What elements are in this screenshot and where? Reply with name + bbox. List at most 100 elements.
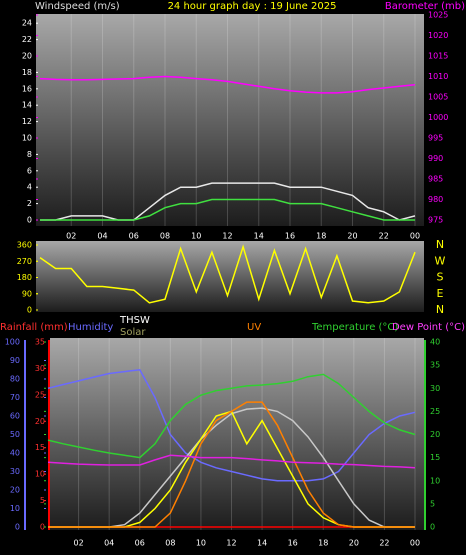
- y-tick-label: 270: [17, 257, 32, 266]
- plot-area: [36, 14, 424, 226]
- y-tick-label: 6: [27, 166, 32, 175]
- y-tick-label: 14: [22, 101, 32, 110]
- x-tick-label: 18: [316, 232, 326, 241]
- x-tick-label: 14: [257, 539, 267, 548]
- x-tick-label: 22: [379, 539, 389, 548]
- legend-label: Dew Point (°C): [392, 322, 465, 333]
- x-tick-label: 02: [66, 232, 76, 241]
- y-tick-label: 40: [10, 449, 20, 458]
- x-tick-label: 16: [285, 232, 295, 241]
- legend-label: Rainfall (mm): [0, 322, 68, 333]
- y-tick-label: 25: [430, 407, 440, 416]
- legend-label: Solar: [120, 327, 146, 338]
- y-tick-label: 0: [27, 216, 32, 225]
- x-tick-label: 00: [410, 539, 420, 548]
- x-tick-label: 16: [288, 539, 298, 548]
- y-tick-label: 12: [22, 117, 32, 126]
- y-tick-label: 50: [10, 430, 20, 439]
- x-tick-label: 14: [254, 232, 264, 241]
- plot-area: [36, 241, 424, 312]
- x-tick-label: 08: [160, 232, 170, 241]
- y-tick-label: 40: [430, 338, 440, 347]
- y-tick-label: 995: [428, 134, 443, 143]
- y-tick-label: S: [437, 271, 444, 284]
- y-tick-label: 985: [428, 175, 443, 184]
- y-tick-label: 0: [40, 523, 45, 532]
- y-tick-label: 0: [15, 523, 20, 532]
- y-tick-label: 975: [428, 216, 443, 225]
- y-tick-label: 20: [35, 417, 45, 426]
- y-tick-label: 1010: [428, 72, 448, 81]
- x-tick-label: 02: [73, 539, 83, 548]
- y-tick-label: 5: [40, 496, 45, 505]
- series-line: [48, 401, 415, 528]
- y-tick-label: 10: [10, 504, 20, 513]
- y-tick-label: 35: [35, 338, 45, 347]
- y-tick-label: 24: [22, 19, 32, 28]
- y-tick-label: 20: [10, 486, 20, 495]
- y-tick-label: E: [437, 287, 444, 300]
- series-line: [40, 182, 416, 221]
- y-tick-label: 10: [22, 134, 32, 143]
- x-tick-label: 12: [226, 539, 236, 548]
- x-tick-label: 06: [135, 539, 145, 548]
- y-tick-label: 990: [428, 154, 443, 163]
- y-tick-label: 80: [10, 375, 20, 384]
- x-tick-label: 10: [191, 232, 201, 241]
- series-line: [39, 75, 416, 94]
- y-tick-label: 35: [430, 361, 440, 370]
- y-tick-label: 22: [22, 35, 32, 44]
- y-tick-label: 20: [22, 52, 32, 61]
- y-tick-label: 25: [35, 390, 45, 399]
- y-tick-label: 30: [10, 467, 20, 476]
- x-tick-label: 04: [104, 539, 114, 548]
- y-tick-label: N: [436, 238, 444, 251]
- y-tick-label: 1020: [428, 31, 448, 40]
- y-tick-label: 10: [35, 470, 45, 479]
- legend-label: THSW: [119, 315, 150, 326]
- series-line: [39, 244, 416, 304]
- x-tick-label: 20: [347, 232, 357, 241]
- y-tick-label: 1025: [428, 11, 448, 20]
- y-tick-label: 18: [22, 68, 32, 77]
- chart-title: 24 hour graph day : 19 June 2025: [168, 1, 337, 12]
- y-tick-label: W: [435, 254, 446, 267]
- x-tick-label: 00: [410, 232, 420, 241]
- y-tick-label: 1005: [428, 93, 448, 102]
- x-tick-label: 20: [349, 539, 359, 548]
- legend-label: Humidity: [68, 322, 113, 333]
- y-tick-label: 5: [430, 499, 435, 508]
- y-tick-label: 90: [22, 289, 32, 298]
- y-tick-label: 90: [10, 356, 20, 365]
- y-tick-label: 8: [27, 150, 32, 159]
- y-tick-label: 30: [430, 384, 440, 393]
- y2-label: Barometer (mb): [385, 1, 465, 12]
- series-line: [40, 198, 415, 221]
- y-tick-label: 15: [35, 443, 45, 452]
- legend-label: UV: [247, 322, 261, 333]
- y-tick-label: 1015: [428, 52, 448, 61]
- y-tick-label: 980: [428, 195, 443, 204]
- series-line: [47, 368, 416, 482]
- y-tick-label: 1000: [428, 113, 448, 122]
- y-tick-label: 16: [22, 84, 32, 93]
- x-tick-label: 06: [129, 232, 139, 241]
- x-tick-label: 08: [165, 539, 175, 548]
- y-tick-label: 360: [17, 241, 32, 250]
- y-tick-label: 60: [10, 412, 20, 421]
- y-tick-label: 100: [5, 338, 20, 347]
- y-tick-label: 30: [35, 364, 45, 373]
- y-tick-label: 2: [27, 199, 32, 208]
- y-tick-label: 0: [27, 306, 32, 315]
- y-tick-label: 4: [27, 183, 32, 192]
- x-tick-label: 22: [379, 232, 389, 241]
- x-tick-label: 18: [318, 539, 328, 548]
- y-tick-label: 10: [430, 476, 440, 485]
- y-tick-label: 180: [17, 273, 32, 282]
- x-tick-label: 04: [97, 232, 107, 241]
- y-tick-label: 0: [430, 523, 435, 532]
- y-tick-label: N: [436, 303, 444, 316]
- plot-area: [50, 338, 424, 530]
- y-label: Windspeed (m/s): [35, 1, 120, 12]
